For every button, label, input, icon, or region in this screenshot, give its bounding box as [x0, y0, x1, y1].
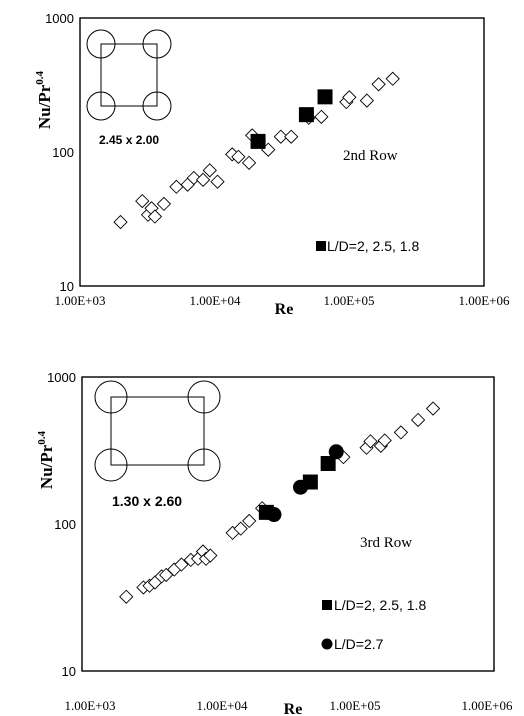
- data-point-open-diamond: [385, 71, 400, 86]
- y-axis-label-base: Nu/Pr: [37, 444, 56, 489]
- x-axis-label: Re: [284, 701, 303, 716]
- data-marks: [113, 71, 400, 230]
- inset-tube-circle: [142, 91, 172, 121]
- y-tick-label: 100: [52, 145, 74, 160]
- data-point-open-diamond: [233, 521, 248, 536]
- chart-panel-2nd-row: 1000 100 10 1.00E+03 1.00E+04 1.00E+05 1…: [34, 11, 510, 318]
- data-point-open-diamond: [273, 129, 288, 144]
- x-tick-label: 1.00E+05: [329, 698, 380, 713]
- x-tick-label: 1.00E+03: [54, 293, 105, 308]
- data-point-filled-circle: [266, 507, 282, 523]
- data-point-filled-square: [320, 455, 336, 471]
- y-tick-label: 1000: [47, 370, 76, 385]
- x-tick-label: 1.00E+05: [323, 293, 374, 308]
- data-point-open-diamond: [342, 90, 357, 105]
- data-point-open-diamond: [371, 77, 386, 92]
- data-point-filled-square: [298, 107, 314, 123]
- data-point-open-diamond: [147, 209, 163, 224]
- data-point-open-diamond: [410, 412, 426, 428]
- y-axis-label-exponent: 0.4: [36, 430, 48, 444]
- inset-tube-circle: [94, 448, 128, 482]
- data-point-open-diamond: [393, 425, 409, 440]
- x-axis-label: Re: [275, 301, 294, 318]
- y-axis-label-base: Nu/Pr: [35, 84, 54, 129]
- x-tick-label: 1.00E+06: [458, 293, 510, 308]
- data-point-open-diamond: [284, 129, 299, 144]
- data-point-open-diamond: [363, 434, 378, 449]
- inset-label: 2.45 x 2.00: [99, 133, 159, 147]
- data-point-filled-circle: [293, 479, 309, 495]
- y-tick-label: 1000: [45, 11, 74, 26]
- data-point-open-diamond: [241, 155, 257, 170]
- data-point-open-diamond: [202, 163, 217, 178]
- data-point-open-diamond: [156, 196, 172, 212]
- inset-geometry-diagram: 1.30 x 2.60: [94, 380, 221, 509]
- legend-entry-label: L/D=2, 2.5, 1.8: [334, 597, 426, 613]
- inset-label: 1.30 x 2.60: [112, 493, 182, 509]
- data-point-open-diamond: [210, 174, 225, 189]
- y-tick-label: 10: [62, 664, 76, 679]
- inset-geometry-diagram: 2.45 x 2.00: [86, 29, 172, 147]
- plot-area-frame: [79, 17, 485, 287]
- inset-tube-circle: [187, 380, 221, 414]
- inset-tube-circle: [142, 29, 172, 59]
- y-axis-label: Nu/Pr0.4: [36, 430, 56, 489]
- legend-entry-label: L/D=2, 2.5, 1.8: [327, 238, 419, 254]
- legend: L/D=2, 2.5, 1.8 L/D=2.7: [321, 597, 426, 652]
- data-point-open-diamond: [377, 433, 392, 448]
- data-point-open-diamond: [203, 548, 218, 563]
- data-point-open-diamond: [242, 513, 257, 529]
- data-point-open-diamond: [425, 401, 441, 416]
- x-tick-label: 1.00E+04: [189, 293, 241, 308]
- x-tick-label: 1.00E+04: [196, 698, 248, 713]
- x-tick-label: 1.00E+03: [64, 698, 115, 713]
- data-point-filled-square: [250, 133, 266, 149]
- legend: L/D=2, 2.5, 1.8: [316, 238, 419, 254]
- data-point-open-diamond: [231, 149, 246, 164]
- legend-marker-filled-square: [322, 600, 332, 610]
- plot-area-frame: [81, 376, 495, 672]
- legend-entry-label: L/D=2.7: [334, 636, 384, 652]
- data-point-filled-circle: [328, 444, 344, 460]
- chart-panel-3rd-row: 1000 100 10 1.00E+03 1.00E+04 1.00E+05 1…: [36, 370, 513, 716]
- data-point-open-diamond: [113, 214, 128, 230]
- legend-marker-filled-circle: [321, 638, 333, 650]
- data-marks: [119, 401, 441, 604]
- data-point-open-diamond: [135, 193, 150, 209]
- inset-tube-pitch-rect: [110, 396, 205, 466]
- row-annotation: 3rd Row: [360, 535, 412, 551]
- y-axis-label-exponent: 0.4: [34, 70, 46, 84]
- inset-tube-pitch-rect: [100, 43, 158, 107]
- x-tick-label: 1.00E+06: [461, 698, 513, 713]
- inset-tube-circle: [86, 29, 116, 59]
- inset-tube-circle: [86, 91, 116, 121]
- y-tick-label: 10: [60, 279, 74, 294]
- y-axis-label: Nu/Pr0.4: [34, 70, 54, 129]
- inset-tube-circle: [94, 380, 128, 414]
- row-annotation: 2nd Row: [343, 148, 398, 164]
- data-point-filled-square: [317, 89, 333, 105]
- data-point-open-diamond: [186, 170, 201, 186]
- y-tick-label: 100: [54, 517, 76, 532]
- data-point-open-diamond: [174, 557, 189, 572]
- data-point-open-diamond: [314, 109, 329, 124]
- data-point-open-diamond: [359, 93, 375, 108]
- data-point-open-diamond: [195, 172, 211, 187]
- legend-marker-filled-square: [316, 241, 326, 251]
- inset-tube-circle: [187, 448, 221, 482]
- data-point-open-diamond: [119, 589, 134, 604]
